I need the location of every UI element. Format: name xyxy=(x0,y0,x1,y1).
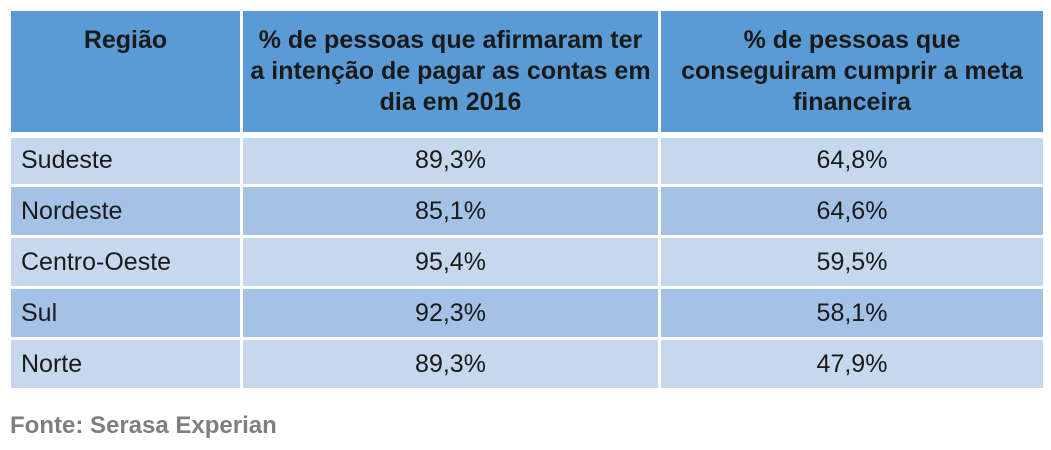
met-goal-cell: 64,6% xyxy=(658,184,1046,238)
header-pay-on-time: % de pessoas que afirmaram ter a intençã… xyxy=(240,8,661,136)
met-goal-cell: 59,5% xyxy=(658,235,1046,289)
region-cell: Sudeste xyxy=(8,133,243,187)
region-cell: Centro-Oeste xyxy=(8,235,243,289)
region-cell: Sul xyxy=(8,286,243,340)
met-goal-cell: 58,1% xyxy=(658,286,1046,340)
table-row: Nordeste 85,1% 64,6% xyxy=(8,184,1046,238)
source-note: Fonte: Serasa Experian xyxy=(10,412,277,439)
pay-on-time-cell: 95,4% xyxy=(240,235,661,289)
met-goal-cell: 47,9% xyxy=(658,337,1046,391)
pay-on-time-cell: 92,3% xyxy=(240,286,661,340)
table-row: Sul 92,3% 58,1% xyxy=(8,286,1046,340)
pay-on-time-cell: 89,3% xyxy=(240,133,661,187)
pay-on-time-cell: 89,3% xyxy=(240,337,661,391)
header-met-goal: % de pessoas que conseguiram cumprir a m… xyxy=(658,8,1046,136)
data-table: Região % de pessoas que afirmaram ter a … xyxy=(8,8,1046,391)
header-region: Região xyxy=(8,8,243,136)
region-cell: Norte xyxy=(8,337,243,391)
table-row: Norte 89,3% 47,9% xyxy=(8,337,1046,391)
header-row: Região % de pessoas que afirmaram ter a … xyxy=(8,8,1046,136)
region-cell: Nordeste xyxy=(8,184,243,238)
pay-on-time-cell: 85,1% xyxy=(240,184,661,238)
table-row: Centro-Oeste 95,4% 59,5% xyxy=(8,235,1046,289)
table-row: Sudeste 89,3% 64,8% xyxy=(8,133,1046,187)
met-goal-cell: 64,8% xyxy=(658,133,1046,187)
